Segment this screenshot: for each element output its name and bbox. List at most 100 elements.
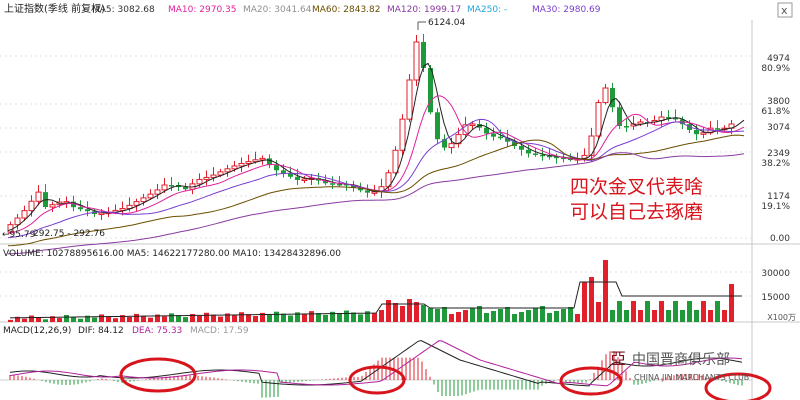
volume-bar xyxy=(631,301,636,322)
macd-dif-line xyxy=(9,339,743,387)
volume-bar xyxy=(477,306,482,322)
candle-body xyxy=(169,185,174,187)
volume-bar xyxy=(211,314,216,322)
volume-bar xyxy=(694,310,699,322)
volume-bar xyxy=(176,315,181,322)
volume-bar xyxy=(505,307,510,322)
candle-body xyxy=(161,184,168,191)
candle-body xyxy=(469,123,476,126)
candle-body xyxy=(210,174,217,178)
volume-bar xyxy=(15,316,20,322)
candle-body xyxy=(588,135,595,156)
macd-dea: DEA: 75.33 xyxy=(132,326,182,336)
candle-body xyxy=(428,68,433,113)
axis-label: 2349 xyxy=(767,149,790,159)
volume-bar xyxy=(386,300,391,322)
volume-bar xyxy=(92,317,97,322)
candle-body xyxy=(288,173,293,177)
volume-bar xyxy=(491,311,496,322)
candle-body xyxy=(21,210,28,219)
volume-bar xyxy=(372,313,377,322)
candle-body xyxy=(526,149,531,154)
volume-bar xyxy=(197,315,202,322)
volume-bar xyxy=(239,312,244,322)
macd-dea-line xyxy=(9,340,743,387)
cross-circle-3 xyxy=(559,366,623,396)
candle-body xyxy=(561,157,566,160)
ma-legend-item: MA120: 1999.17 xyxy=(387,5,461,15)
volume-header: VOLUME: 10278895616.00 MA5: 14622177280.… xyxy=(3,249,341,259)
volume-bar xyxy=(358,314,363,322)
volume-bar xyxy=(512,314,517,322)
volume-bar xyxy=(393,303,398,322)
candle-body xyxy=(491,133,496,137)
candle-body xyxy=(281,170,286,174)
candle-body xyxy=(365,190,370,193)
candle-body xyxy=(119,208,126,211)
watermark: 亞 中国晋商俱乐部 CHINA JIN MARCHANTS CLUB xyxy=(610,349,749,382)
volume-bar xyxy=(407,299,412,322)
axis-label: 80.9% xyxy=(761,64,790,74)
cross-circle-4 xyxy=(704,372,772,400)
candle-body xyxy=(358,187,363,191)
volume-bar xyxy=(225,313,230,322)
candle-body xyxy=(462,124,469,136)
volume-bar xyxy=(568,307,573,322)
axis-label: 61.8% xyxy=(761,107,790,117)
volume-bar xyxy=(302,314,307,322)
volume-bar xyxy=(519,312,524,322)
macd-header: MACD(12,26,9) DIF: 84.12 DEA: 75.33 MACD… xyxy=(3,326,249,336)
volume-bar xyxy=(85,315,90,322)
volume-bar xyxy=(134,313,139,322)
candle-body xyxy=(245,161,252,164)
candle-body xyxy=(183,187,188,190)
candle-body xyxy=(519,146,524,150)
watermark-logo-icon: 亞 xyxy=(610,349,626,368)
candle-body xyxy=(602,87,609,104)
candle-body xyxy=(399,118,406,151)
ma60-line xyxy=(7,134,745,247)
chart-title: 上证指数(季线 前复权) xyxy=(4,2,105,15)
axis-label: 4974 xyxy=(767,54,790,64)
candle-body xyxy=(673,117,678,120)
volume-bar xyxy=(183,317,188,322)
volume-bar xyxy=(316,313,321,322)
volume-bar xyxy=(624,310,629,322)
volume-bar xyxy=(638,310,643,322)
axis-label: 3800 xyxy=(767,97,790,107)
candle-body xyxy=(252,159,259,163)
volume-bar xyxy=(645,301,650,322)
volume-bar xyxy=(715,301,720,322)
low-annotation-range: 292.75 - 292.76 xyxy=(33,229,105,239)
volume-bar xyxy=(547,313,552,322)
price-axis: 4974 80.9% 3800 61.8% 3074 2349 38.2% 11… xyxy=(761,54,790,244)
candle-body xyxy=(330,183,335,185)
volume-bar xyxy=(22,318,27,322)
volume-bar xyxy=(281,313,286,322)
volume-bar xyxy=(666,310,671,322)
candle-body xyxy=(274,165,279,171)
axis-label: 1174 xyxy=(767,192,790,202)
volume-bar xyxy=(603,260,608,322)
macd-value: MACD: 17.59 xyxy=(190,326,249,336)
candle-body xyxy=(295,176,300,180)
ma120-line xyxy=(7,152,745,255)
candle-body xyxy=(224,168,231,173)
volume-bar xyxy=(498,309,503,322)
volume-bar xyxy=(596,302,601,322)
volume-bar xyxy=(260,312,265,322)
volume-bar xyxy=(540,306,545,322)
candle-body xyxy=(154,189,161,195)
cross-circle-1 xyxy=(119,357,197,393)
candle-body xyxy=(610,88,615,108)
candle-body xyxy=(71,201,76,208)
candle-body xyxy=(392,149,399,174)
close-button[interactable]: x xyxy=(777,2,793,18)
candle-body xyxy=(455,134,462,145)
volume-bar xyxy=(442,307,447,322)
axis-label: 3074 xyxy=(767,123,790,133)
volume-bar xyxy=(463,310,468,322)
candle-body xyxy=(337,184,342,186)
volume-bar xyxy=(155,314,160,322)
candle-body xyxy=(700,132,707,135)
